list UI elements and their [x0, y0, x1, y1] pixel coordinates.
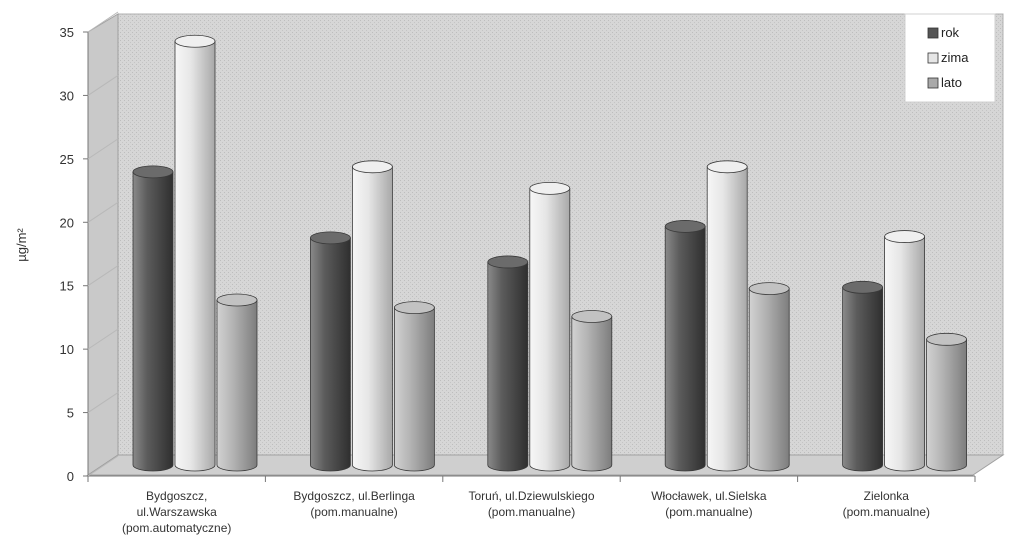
bar-rok	[132, 165, 174, 472]
bar-lato	[926, 332, 967, 472]
bar-lato	[216, 293, 258, 472]
legend: rok zima lato	[904, 13, 996, 103]
y-tick-label: 35	[60, 25, 74, 40]
y-tick-label: 15	[60, 279, 74, 294]
plot-side-wall	[87, 13, 119, 476]
legend-label-rok: rok	[941, 25, 960, 40]
y-tick-label: 5	[67, 406, 74, 421]
bar-zima	[706, 160, 748, 472]
y-tick-label: 0	[67, 469, 74, 484]
y-gridline-side	[87, 201, 119, 223]
bar-rok	[842, 280, 883, 472]
y-tick-label: 25	[60, 152, 74, 167]
bar-rok	[309, 231, 351, 472]
y-axis-label: µg/m²	[14, 228, 29, 262]
legend-label-lato: lato	[941, 75, 962, 90]
y-gridline-side	[87, 75, 119, 96]
y-gridline-side	[87, 328, 119, 350]
y-gridline-side	[87, 11, 119, 33]
legend-swatch-lato	[927, 77, 939, 89]
category-label: Zielonka (pom.manualne)	[843, 489, 930, 519]
y-gridline-side	[87, 265, 119, 287]
bar-lato	[393, 301, 435, 472]
y-tick-label: 20	[60, 215, 74, 230]
category-label: Bydgoszcz, ul.Berlinga (pom.manualne)	[293, 489, 415, 519]
bar-lato	[571, 310, 613, 472]
bar-zima	[529, 181, 571, 472]
bar-zima	[884, 230, 925, 472]
legend-swatch-rok	[927, 27, 939, 39]
bar-zima	[351, 160, 393, 472]
bar-zima	[174, 34, 216, 472]
category-label: Włocławek, ul.Sielska (pom.manualne)	[651, 489, 767, 519]
category-label: Bydgoszcz, ul.Warszawska (pom.automatyczne…	[122, 489, 231, 535]
bar-lato	[748, 282, 790, 472]
y-gridline-side	[87, 138, 119, 160]
bar-rok	[487, 255, 529, 472]
legend-swatch-zima	[927, 52, 939, 64]
y-tick-label: 30	[60, 88, 74, 103]
legend-label-zima: zima	[941, 50, 969, 65]
y-gridline-side	[87, 455, 119, 477]
y-tick-label: 10	[60, 342, 74, 357]
y-gridline-side	[87, 392, 119, 413]
category-label: Toruń, ul.Dziewulskiego (pom.manualne)	[468, 489, 594, 519]
bar-rok	[664, 220, 706, 472]
